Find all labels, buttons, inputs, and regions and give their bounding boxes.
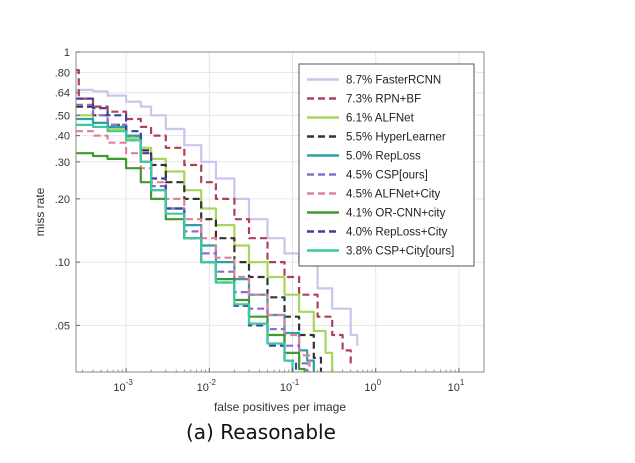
series-line xyxy=(76,88,359,346)
legend-entry: 3.8% CSP+City[ours] xyxy=(346,246,454,258)
x-tick-label: 101 xyxy=(448,378,465,394)
series-lines xyxy=(76,69,359,372)
x-tick-base: 10 xyxy=(280,382,292,394)
legend-entry: 4.5% ALFNet+City xyxy=(346,189,441,201)
y-tick-label: .05 xyxy=(55,320,70,332)
x-tick-exponent: 1 xyxy=(460,378,465,387)
y-tick-label: .40 xyxy=(55,131,70,143)
y-tick-label: .30 xyxy=(55,157,70,169)
legend-entry: 5.5% HyperLearner xyxy=(346,132,446,144)
series-line xyxy=(76,103,309,372)
y-tick-label: .64 xyxy=(55,88,70,100)
legend-entry: 4.5% CSP[ours] xyxy=(346,170,428,182)
y-axis-label: miss rate xyxy=(33,187,47,236)
x-axis-label: false positives per image xyxy=(214,400,346,414)
x-tick-base: 10 xyxy=(448,382,460,394)
y-tick-label: .80 xyxy=(55,67,70,79)
x-tick-label: 100 xyxy=(364,378,381,394)
y-tick-label: .10 xyxy=(55,257,70,269)
x-tick-label: 10-2 xyxy=(197,378,217,394)
x-tick-label: 10-3 xyxy=(113,378,133,394)
legend-entry: 8.7% FasterRCNN xyxy=(346,75,441,87)
y-tick-label: .20 xyxy=(55,194,70,206)
legend: 8.7% FasterRCNN 7.3% RPN+BF 6.1% ALFNet 5.5… xyxy=(298,63,475,267)
legend-entry: 5.0% RepLoss xyxy=(346,151,421,163)
x-tick-exponent: -3 xyxy=(126,378,134,387)
series-line xyxy=(76,123,294,372)
x-tick-label: 10-1 xyxy=(280,378,300,394)
x-tick-base: 10 xyxy=(113,382,125,394)
x-tick-exponent: -2 xyxy=(209,378,217,387)
x-tick-base: 10 xyxy=(197,382,209,394)
x-tick-exponent: 0 xyxy=(377,378,382,387)
y-tick-label: 1 xyxy=(64,47,70,59)
legend-entry: 6.1% ALFNet xyxy=(346,113,415,125)
x-tick-exponent: -1 xyxy=(292,378,300,387)
legend-entry: 4.1% OR-CNN+city xyxy=(346,208,446,220)
figure-caption: (a) Reasonable xyxy=(186,420,336,444)
series-line xyxy=(76,69,352,367)
y-tick-label: .50 xyxy=(55,110,70,122)
legend-box xyxy=(298,63,475,267)
legend-entry: 7.3% RPN+BF xyxy=(346,94,421,106)
legend-entry: 4.0% RepLoss+City xyxy=(346,227,448,239)
x-tick-base: 10 xyxy=(364,382,376,394)
series-line xyxy=(76,130,311,372)
